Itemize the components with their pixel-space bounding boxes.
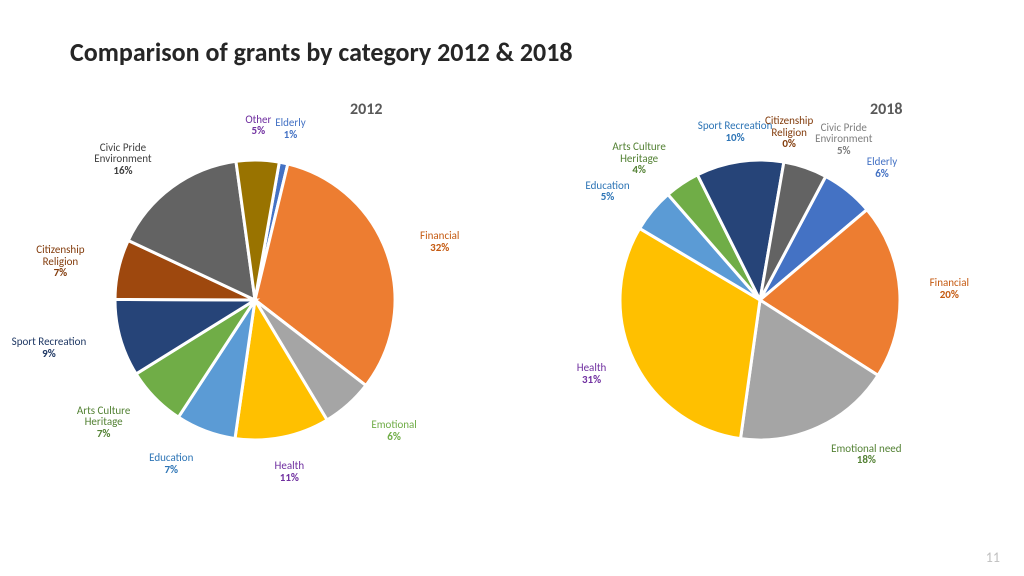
pie-chart_2012 [90,110,615,560]
chart-2012: 2012 Elderly1%Financial32%Emotional6%Hea… [90,110,615,560]
chart-2018: 2018 Elderly6%Financial20%Emotional need… [560,110,1024,560]
slide-title: Comparison of grants by category 2012 & … [70,36,573,68]
pie-label-pct: 7% [36,267,84,279]
pie-label: Sport Recreation9% [12,336,87,359]
pie-2012-holder: Elderly1%Financial32%Emotional6%Health11… [90,110,615,560]
pie-chart_2018 [560,110,1024,560]
pie-label-pct: 9% [12,348,87,360]
pie-label: Citizenship Religion7% [36,244,84,279]
pie-label-name: Sport Recreation [12,336,87,348]
pie-label-name: Citizenship Religion [36,244,84,267]
pie-2018-holder: Elderly6%Financial20%Emotional need18%He… [560,110,1024,560]
page-number: 11 [986,549,1000,566]
